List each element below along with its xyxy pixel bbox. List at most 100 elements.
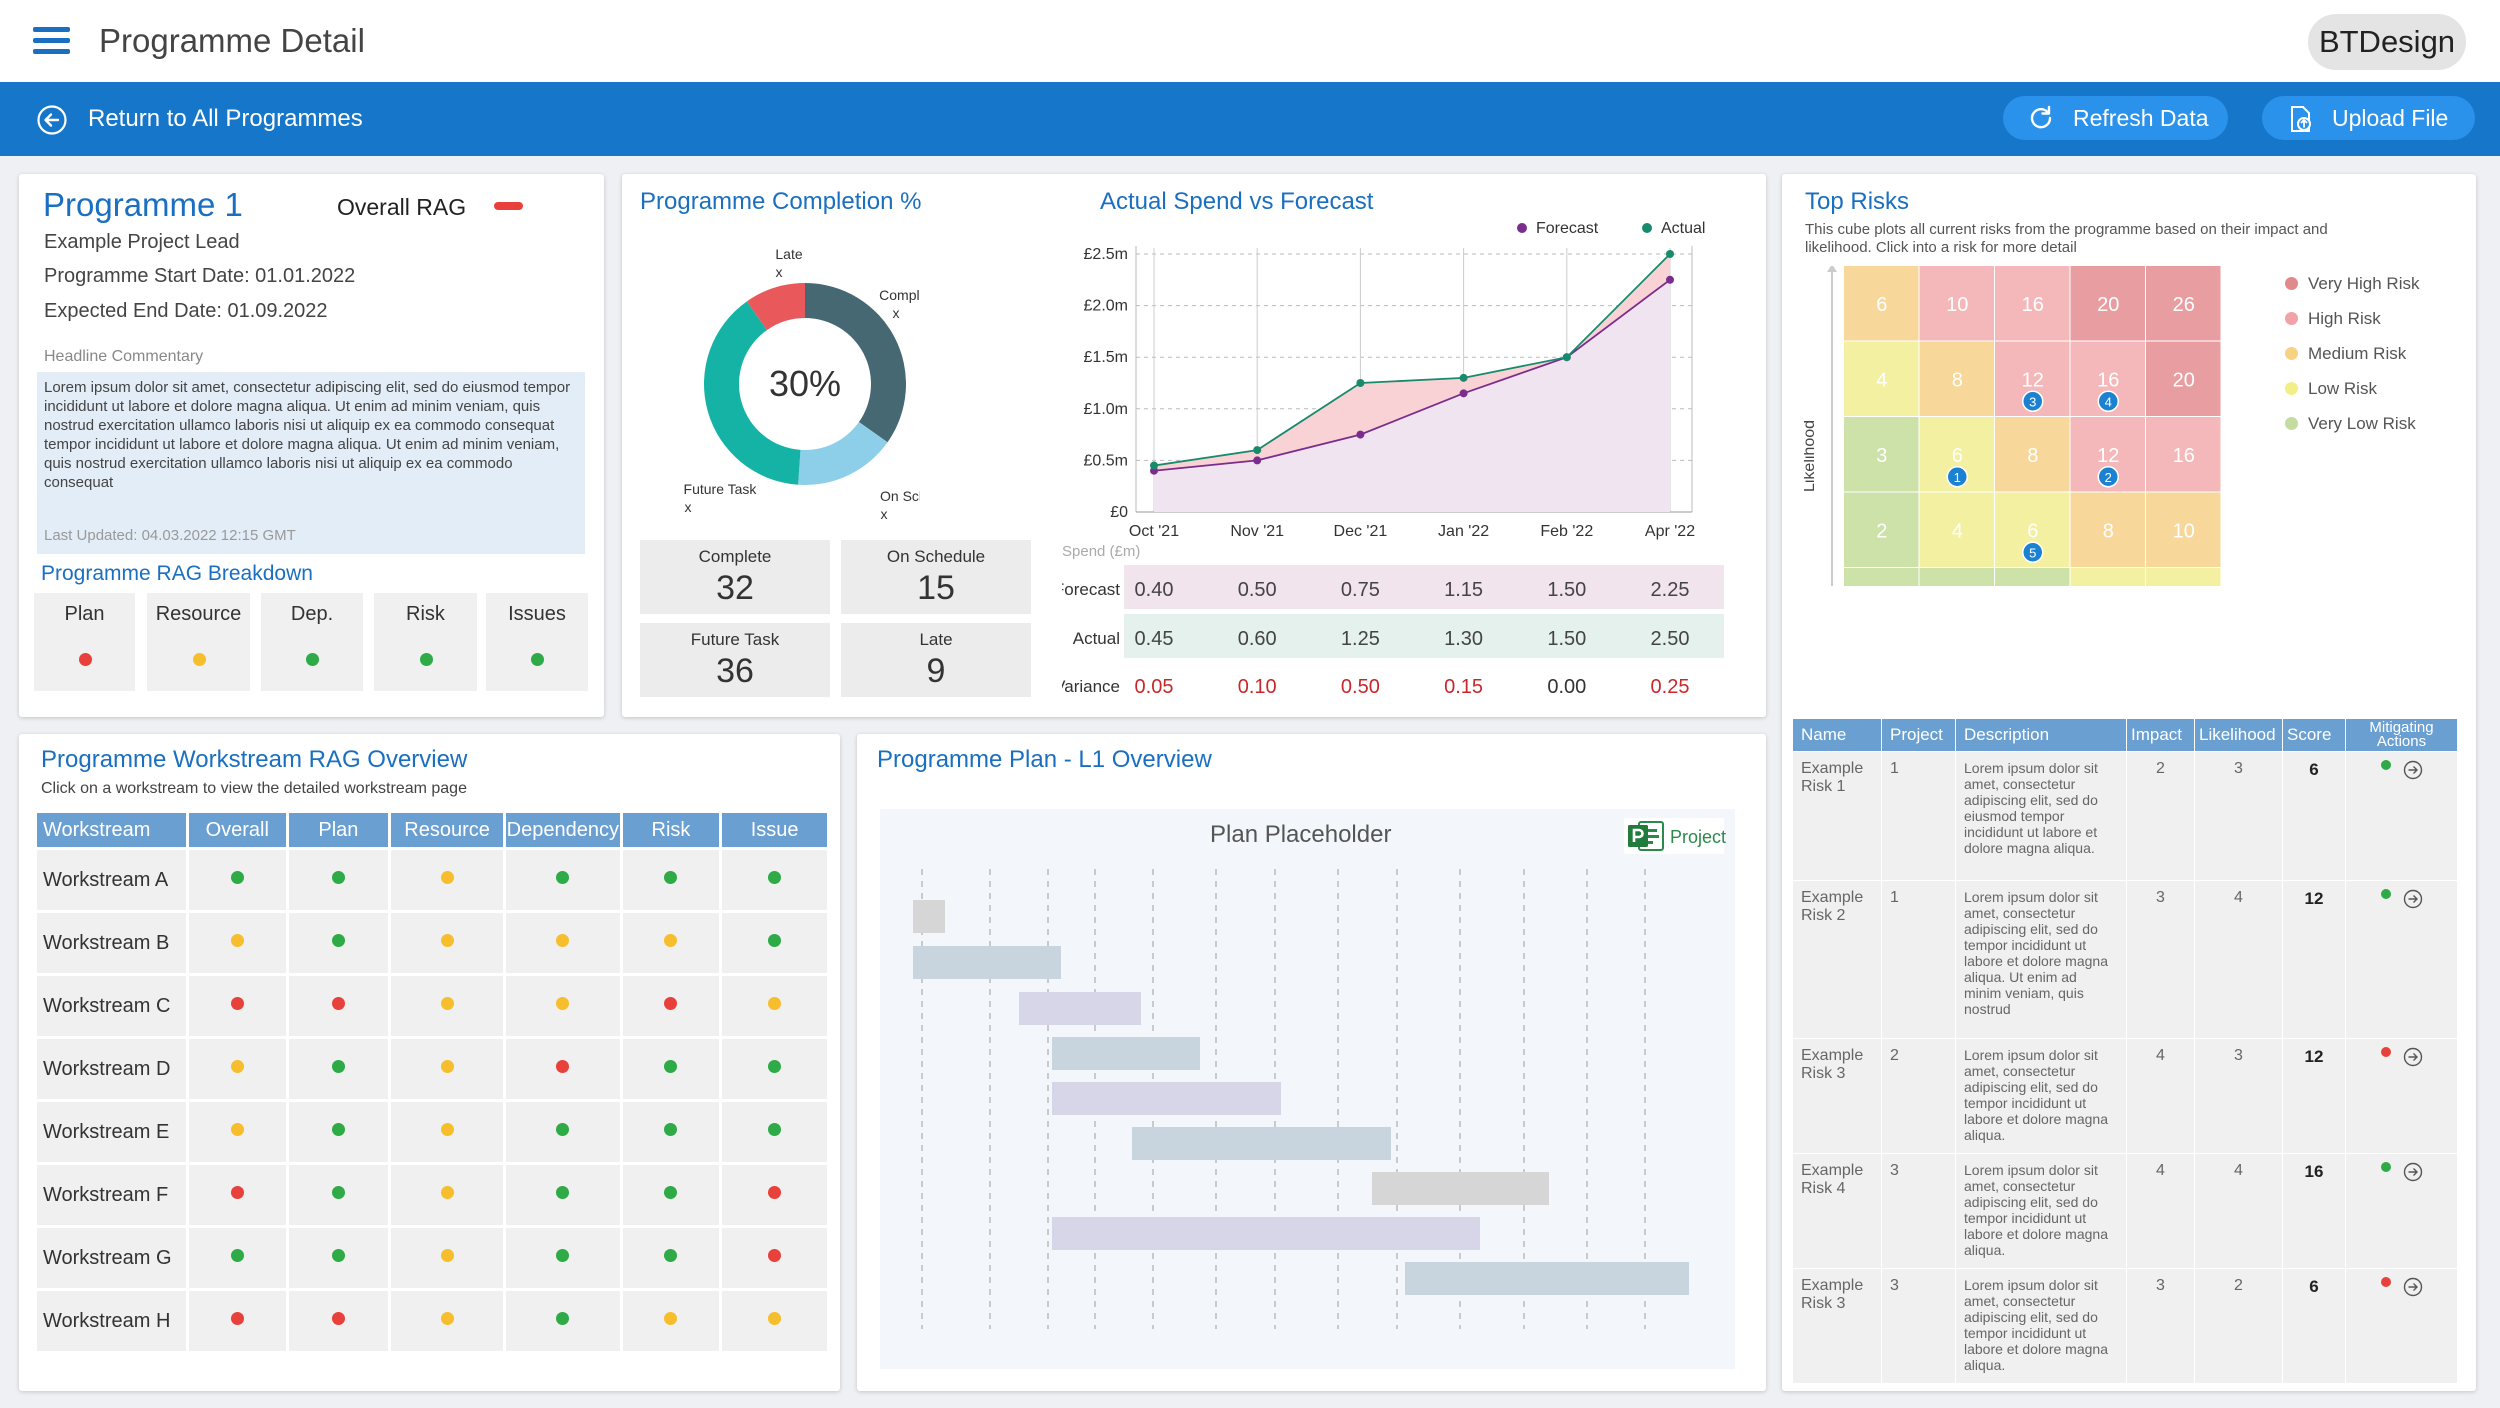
brand-badge[interactable]: BTDesign: [2308, 14, 2466, 70]
risk-row[interactable]: Example Risk 3 2 Lorem ipsum dolor sit ame…: [1793, 1039, 2457, 1153]
risk-cell[interactable]: [2146, 341, 2221, 417]
workstream-name[interactable]: Workstream C: [37, 976, 186, 1036]
risk-cell[interactable]: [1919, 341, 1995, 417]
risk-cell[interactable]: [1995, 266, 2070, 341]
ws-col-workstream[interactable]: Workstream: [37, 813, 186, 847]
actual-point[interactable]: [1666, 250, 1674, 258]
risk-col-score[interactable]: Score: [2283, 719, 2345, 751]
risk-col-project[interactable]: Project: [1882, 719, 1955, 751]
risk-cell[interactable]: [1844, 266, 1919, 341]
forecast-point[interactable]: [1356, 430, 1365, 439]
rag-dot-green: [331, 1249, 345, 1262]
ms-project-badge[interactable]: Project: [1624, 818, 1726, 854]
ws-col-risk[interactable]: Risk: [622, 813, 720, 847]
workstream-rag-cell: [622, 1165, 720, 1225]
rag-dot-green: [664, 1186, 678, 1199]
forecast-point[interactable]: [1253, 456, 1262, 465]
upload-button[interactable]: Upload File: [2262, 96, 2475, 140]
risk-cell[interactable]: [1919, 568, 1995, 586]
ws-col-dependency[interactable]: Dependency: [505, 813, 620, 847]
open-risk-icon[interactable]: [2403, 760, 2423, 780]
risk-cell[interactable]: [2146, 417, 2221, 492]
actual-point[interactable]: [1459, 373, 1468, 382]
ws-col-overall[interactable]: Overall: [188, 813, 286, 847]
risk-marker[interactable]: [2097, 466, 2119, 488]
forecast-point[interactable]: [1666, 275, 1674, 284]
risk-cell[interactable]: [1919, 492, 1995, 568]
risk-row[interactable]: Example Risk 3 3 Lorem ipsum dolor sit ame…: [1793, 1269, 2457, 1383]
risk-cell[interactable]: [1844, 568, 1919, 586]
risk-cell[interactable]: [1919, 266, 1995, 341]
risk-row[interactable]: Example Risk 4 3 Lorem ipsum dolor sit ame…: [1793, 1154, 2457, 1268]
open-risk-icon[interactable]: [2403, 889, 2423, 909]
workstream-row[interactable]: Workstream F: [37, 1165, 827, 1225]
risk-marker[interactable]: [2097, 390, 2119, 412]
workstream-name[interactable]: Workstream G: [37, 1228, 186, 1288]
ws-col-plan[interactable]: Plan: [288, 813, 389, 847]
back-link[interactable]: Return to All Programmes: [88, 105, 363, 132]
risk-col-likelihood[interactable]: Likelihood: [2195, 719, 2282, 751]
risk-cell[interactable]: [1995, 568, 2070, 586]
donut-slice-completed[interactable]: [805, 283, 906, 443]
workstream-row[interactable]: Workstream C: [37, 976, 827, 1036]
actual-point[interactable]: [1150, 461, 1158, 470]
ws-col-issue[interactable]: Issue: [722, 813, 827, 847]
back-arrow-icon[interactable]: [36, 104, 68, 136]
refresh-button[interactable]: Refresh Data: [2003, 96, 2228, 140]
workstream-row[interactable]: Workstream E: [37, 1102, 827, 1162]
workstream-name[interactable]: Workstream F: [37, 1165, 186, 1225]
risk-cell[interactable]: [2070, 492, 2146, 568]
open-risk-icon[interactable]: [2403, 1047, 2423, 1067]
risk-row[interactable]: Example Risk 2 1 Lorem ipsum dolor sit ame…: [1793, 881, 2457, 1038]
donut-slice-late[interactable]: [746, 283, 805, 331]
risk-cell[interactable]: [1844, 492, 1919, 568]
actual-point[interactable]: [1562, 353, 1571, 362]
workstream-name[interactable]: Workstream E: [37, 1102, 186, 1162]
donut-slice-future-task[interactable]: [704, 301, 801, 485]
risk-cell[interactable]: [1995, 417, 2070, 492]
risk-marker[interactable]: [2022, 390, 2044, 412]
risk-col-impact[interactable]: Impact: [2127, 719, 2194, 751]
workstream-row[interactable]: Workstream A: [37, 850, 827, 910]
risk-cell[interactable]: [1844, 417, 1919, 492]
risk-mitigating-actions: [2346, 1154, 2457, 1268]
risk-col-mitigating-actions[interactable]: Mitigating Actions: [2346, 719, 2457, 751]
risk-cell[interactable]: [2146, 568, 2221, 586]
workstream-row[interactable]: Workstream D: [37, 1039, 827, 1099]
rag-dot-green: [230, 871, 244, 884]
ws-col-resource[interactable]: Resource: [391, 813, 503, 847]
workstream-row[interactable]: Workstream G: [37, 1228, 827, 1288]
workstream-row[interactable]: Workstream B: [37, 913, 827, 973]
workstream-name[interactable]: Workstream D: [37, 1039, 186, 1099]
risk-cell[interactable]: [2070, 266, 2146, 341]
risk-marker[interactable]: [2022, 541, 2044, 563]
risk-cell[interactable]: [1844, 341, 1919, 417]
rag-dot-green: [768, 871, 782, 884]
actual-point[interactable]: [1253, 446, 1262, 455]
workstream-row[interactable]: Workstream H: [37, 1291, 827, 1351]
workstream-name[interactable]: Workstream A: [37, 850, 186, 910]
forecast-point[interactable]: [1459, 389, 1468, 398]
risk-cell[interactable]: [2146, 266, 2221, 341]
variance-value: 0.00: [1547, 676, 1586, 698]
risk-cell[interactable]: [2070, 568, 2146, 586]
risk-cell[interactable]: [2146, 492, 2221, 568]
forecast-value: 0.75: [1341, 579, 1380, 601]
donut-slice-on-schedule[interactable]: [798, 422, 888, 485]
risk-row[interactable]: Example Risk 1 1 Lorem ipsum dolor sit ame…: [1793, 752, 2457, 880]
rag-dot-red: [78, 653, 92, 666]
risk-legend-swatch: [2285, 417, 2298, 430]
menu-icon[interactable]: [33, 27, 70, 55]
risk-marker-label: 1: [1954, 470, 1961, 485]
risk-col-name[interactable]: Name: [1793, 719, 1881, 751]
workstream-name[interactable]: Workstream H: [37, 1291, 186, 1351]
open-risk-icon[interactable]: [2403, 1277, 2423, 1297]
risk-legend-label: Very High Risk: [2308, 274, 2420, 293]
risk-marker[interactable]: [1946, 466, 1968, 488]
rag-dot-green: [419, 653, 433, 666]
open-risk-icon[interactable]: [2403, 1162, 2423, 1182]
risk-col-description[interactable]: Description: [1956, 719, 2126, 751]
workstream-name[interactable]: Workstream B: [37, 913, 186, 973]
donut-marker: x: [893, 305, 900, 321]
actual-point[interactable]: [1356, 379, 1365, 387]
